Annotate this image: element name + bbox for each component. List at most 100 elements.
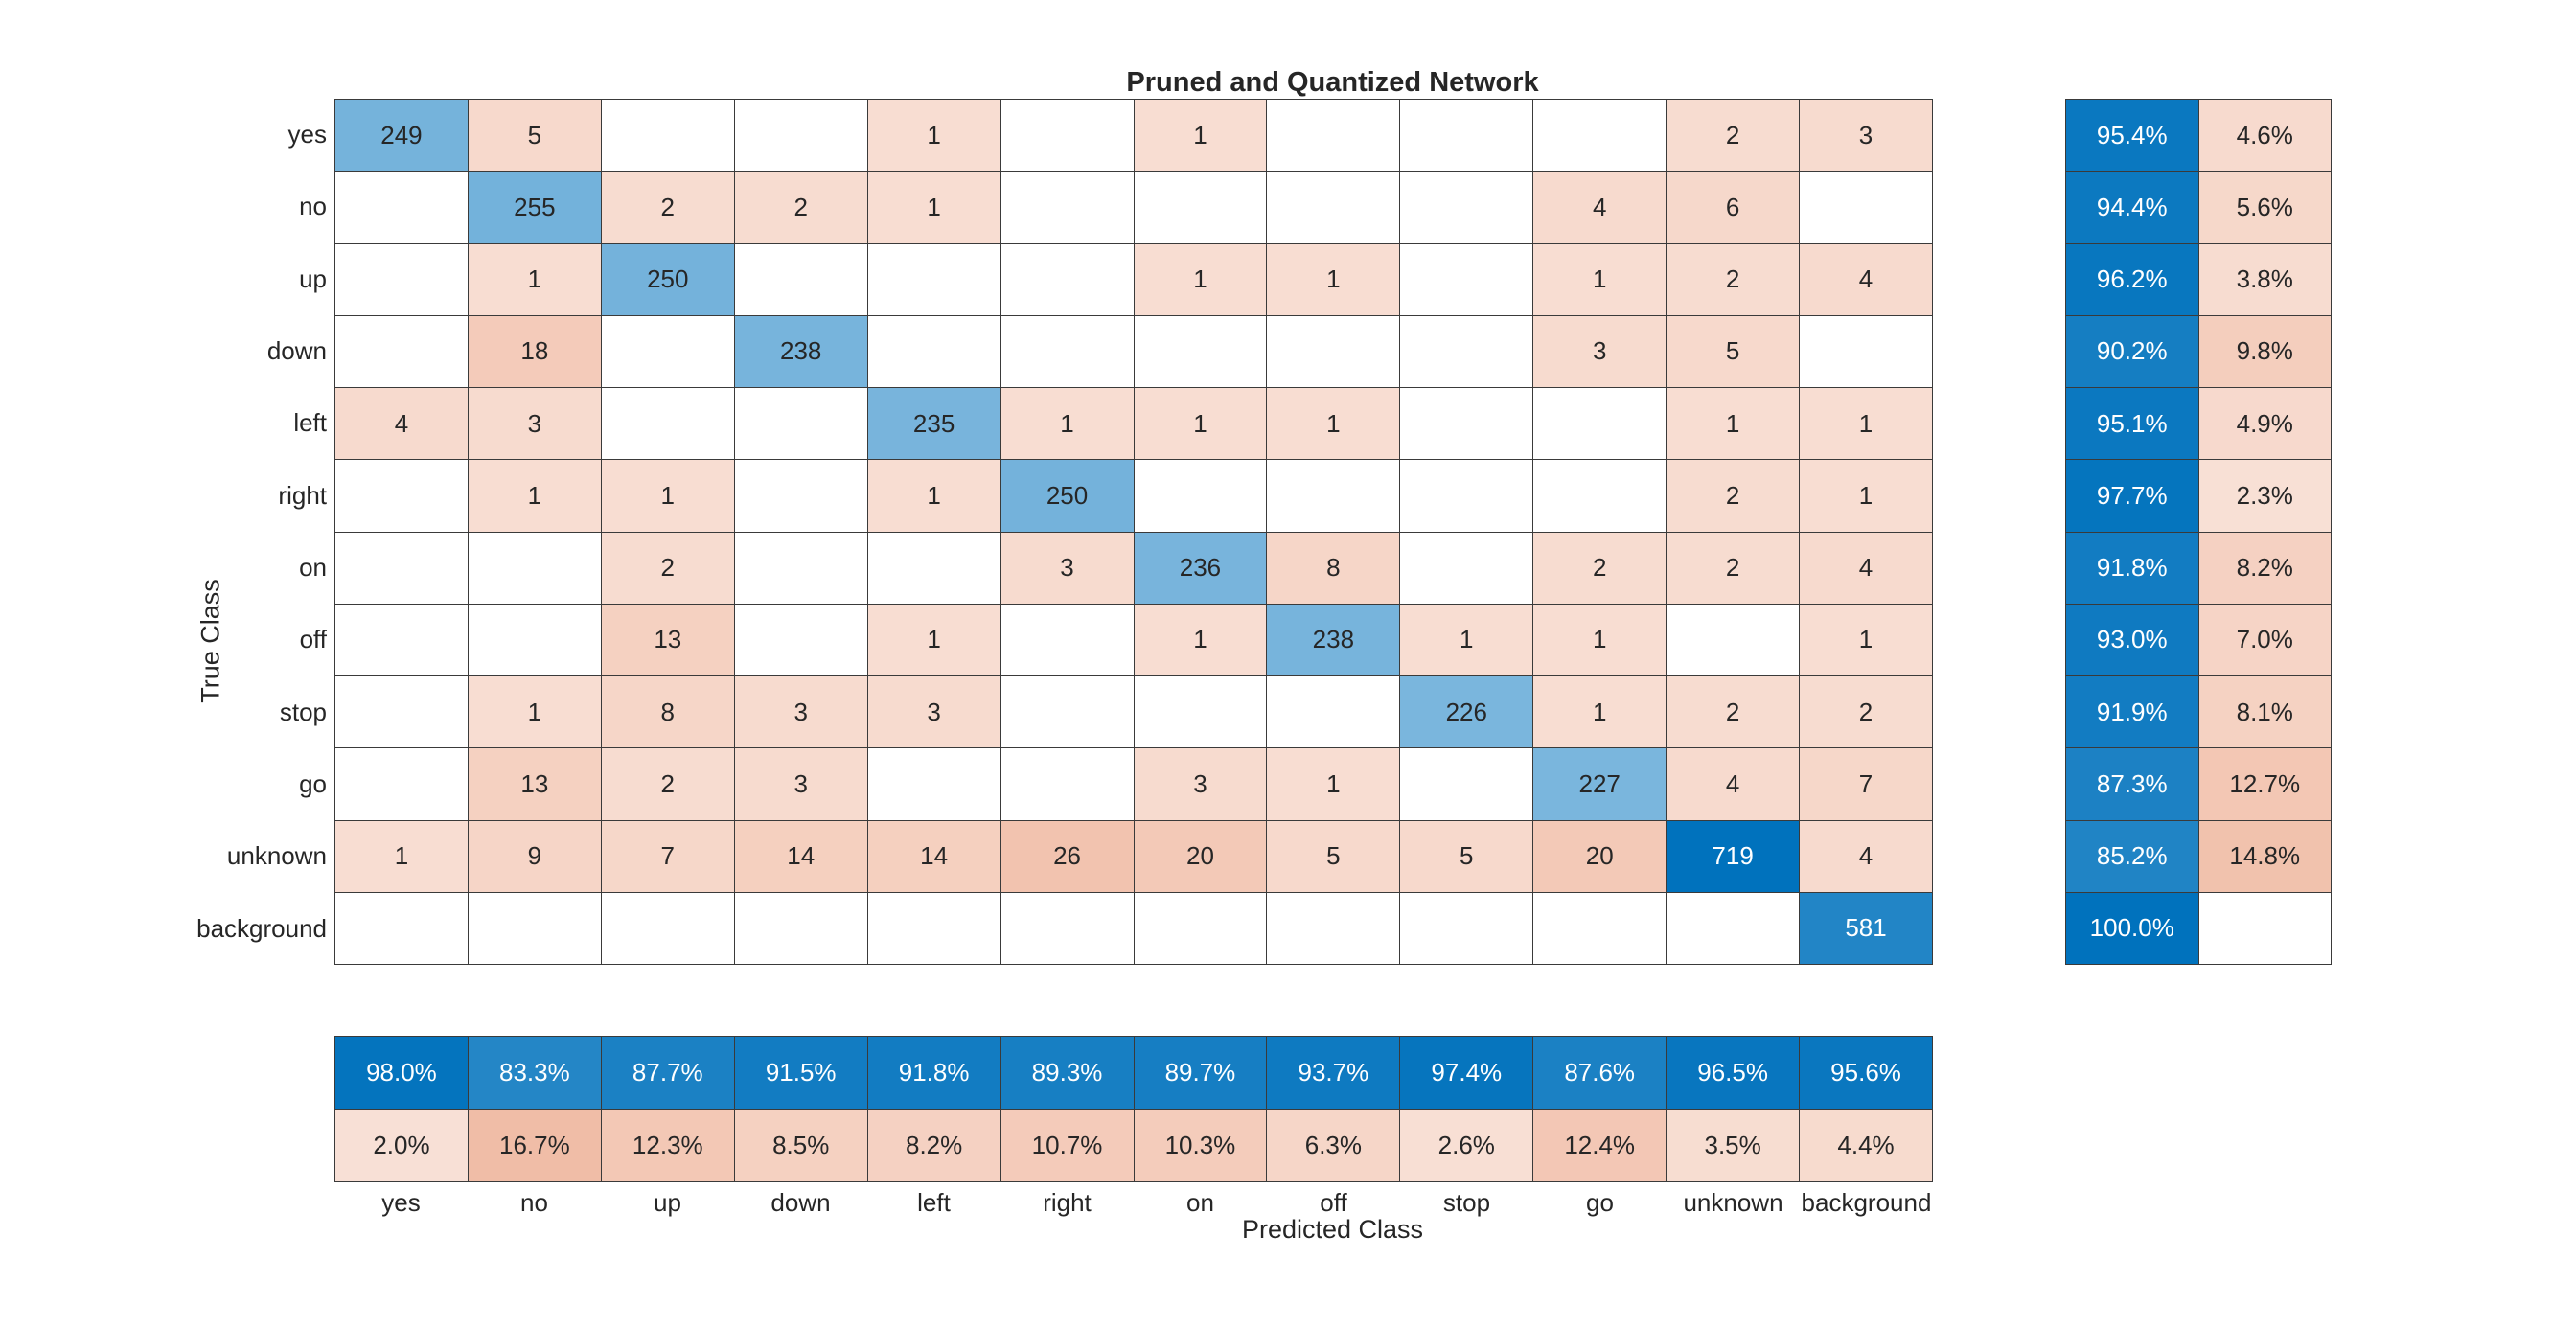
- cell-go-on: 3: [1134, 748, 1267, 820]
- cell-on-down: [734, 532, 867, 604]
- col-summary-correct-right: 89.3%: [1000, 1037, 1134, 1109]
- row-summary-incorrect-on: 8.2%: [2198, 532, 2331, 604]
- column-summary-grid: 98.0% 83.3% 87.7% 91.5% 91.8% 89.3% 89.7% 93.7%…: [334, 1036, 1933, 1182]
- cell-yes-stop: [1400, 100, 1533, 172]
- x-tick-down: down: [770, 1187, 831, 1217]
- cell-off-stop: 1: [1400, 604, 1533, 675]
- row-summary-correct-stop: 91.9%: [2066, 676, 2198, 748]
- cell-left-on: 1: [1134, 388, 1267, 460]
- cell-unknown-left: 14: [867, 820, 1000, 892]
- x-tick-up: up: [654, 1187, 681, 1217]
- cell-down-stop: [1400, 315, 1533, 387]
- cell-on-off: 8: [1267, 532, 1400, 604]
- cell-stop-down: 3: [734, 676, 867, 748]
- cell-on-up: 2: [601, 532, 734, 604]
- cell-on-no: [468, 532, 601, 604]
- cell-off-down: [734, 604, 867, 675]
- cell-left-right: 1: [1000, 388, 1134, 460]
- cell-background-go: [1533, 892, 1667, 964]
- cell-off-yes: [335, 604, 468, 675]
- cell-on-go: 2: [1533, 532, 1667, 604]
- cell-background-left: [867, 892, 1000, 964]
- cell-on-background: 4: [1800, 532, 1932, 604]
- cell-stop-stop: 226: [1400, 676, 1533, 748]
- cell-stop-on: [1134, 676, 1267, 748]
- x-tick-background: background: [1801, 1187, 1932, 1217]
- cell-down-go: 3: [1533, 315, 1667, 387]
- cell-right-yes: [335, 460, 468, 532]
- cell-stop-left: 3: [867, 676, 1000, 748]
- cell-unknown-right: 26: [1000, 820, 1134, 892]
- cell-go-unknown: 4: [1667, 748, 1800, 820]
- y-tick-on: on: [299, 553, 327, 583]
- cell-go-left: [867, 748, 1000, 820]
- row-summary-correct-right: 97.7%: [2066, 460, 2198, 532]
- y-tick-unknown: unknown: [226, 841, 327, 871]
- cell-right-down: [734, 460, 867, 532]
- cell-yes-up: [601, 100, 734, 172]
- cell-yes-unknown: 2: [1667, 100, 1800, 172]
- col-summary-correct-stop: 97.4%: [1400, 1037, 1533, 1109]
- cell-yes-right: [1000, 100, 1134, 172]
- col-summary-correct-unknown: 96.5%: [1667, 1037, 1800, 1109]
- cell-no-yes: [335, 172, 468, 243]
- x-tick-no: no: [520, 1187, 548, 1217]
- row-summary-incorrect-unknown: 14.8%: [2198, 820, 2331, 892]
- y-tick-no: no: [299, 192, 327, 221]
- cell-down-left: [867, 315, 1000, 387]
- cell-down-yes: [335, 315, 468, 387]
- cell-on-on: 236: [1134, 532, 1267, 604]
- cell-up-down: [734, 243, 867, 315]
- cell-left-go: [1533, 388, 1667, 460]
- cell-right-no: 1: [468, 460, 601, 532]
- cell-yes-no: 5: [468, 100, 601, 172]
- col-summary-correct-yes: 98.0%: [335, 1037, 468, 1109]
- y-tick-labels: yes no up down left right on off stop go unknown ba…: [58, 99, 327, 965]
- col-summary-incorrect-down: 8.5%: [734, 1110, 867, 1181]
- cell-off-go: 1: [1533, 604, 1667, 675]
- cell-unknown-yes: 1: [335, 820, 468, 892]
- cell-right-background: 1: [1800, 460, 1932, 532]
- cell-right-on: [1134, 460, 1267, 532]
- x-tick-labels: yes no up down left right on off stop go unknown ba…: [334, 1187, 1933, 1217]
- row-summary-incorrect-no: 5.6%: [2198, 172, 2331, 243]
- y-tick-up: up: [299, 263, 327, 293]
- cell-unknown-up: 7: [601, 820, 734, 892]
- cell-up-right: [1000, 243, 1134, 315]
- cell-go-yes: [335, 748, 468, 820]
- cell-stop-unknown: 2: [1667, 676, 1800, 748]
- cell-on-right: 3: [1000, 532, 1134, 604]
- cell-no-stop: [1400, 172, 1533, 243]
- cell-off-left: 1: [867, 604, 1000, 675]
- cell-off-unknown: [1667, 604, 1800, 675]
- col-summary-incorrect-off: 6.3%: [1267, 1110, 1400, 1181]
- cell-background-stop: [1400, 892, 1533, 964]
- col-summary-correct-on: 89.7%: [1134, 1037, 1267, 1109]
- cell-background-right: [1000, 892, 1134, 964]
- cell-stop-off: [1267, 676, 1400, 748]
- row-summary-correct-background: 100.0%: [2066, 892, 2198, 964]
- cell-unknown-background: 4: [1800, 820, 1932, 892]
- x-tick-yes: yes: [381, 1187, 421, 1217]
- cell-up-left: [867, 243, 1000, 315]
- cell-background-on: [1134, 892, 1267, 964]
- col-summary-correct-down: 91.5%: [734, 1037, 867, 1109]
- cell-left-off: 1: [1267, 388, 1400, 460]
- cell-down-background: [1800, 315, 1932, 387]
- row-summary-incorrect-right: 2.3%: [2198, 460, 2331, 532]
- cell-yes-off: [1267, 100, 1400, 172]
- cell-up-up: 250: [601, 243, 734, 315]
- cell-unknown-on: 20: [1134, 820, 1267, 892]
- cell-stop-right: [1000, 676, 1134, 748]
- col-summary-incorrect-up: 12.3%: [601, 1110, 734, 1181]
- cell-left-background: 1: [1800, 388, 1932, 460]
- cell-no-off: [1267, 172, 1400, 243]
- cell-off-off: 238: [1267, 604, 1400, 675]
- cell-up-no: 1: [468, 243, 601, 315]
- y-tick-down: down: [266, 336, 327, 366]
- col-summary-correct-up: 87.7%: [601, 1037, 734, 1109]
- cell-go-up: 2: [601, 748, 734, 820]
- cell-no-background: [1800, 172, 1932, 243]
- cell-down-off: [1267, 315, 1400, 387]
